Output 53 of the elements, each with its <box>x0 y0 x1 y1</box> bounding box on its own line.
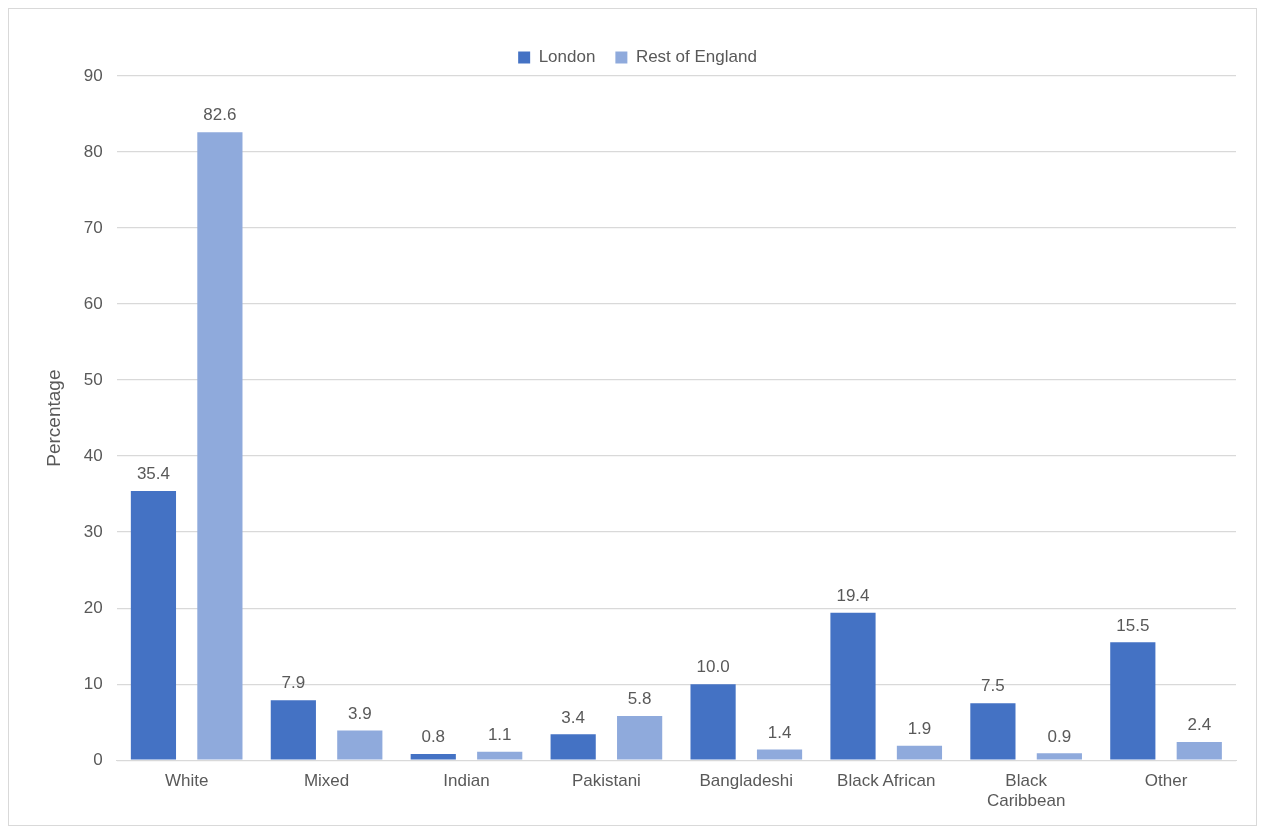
y-tick-label: 40 <box>83 445 103 465</box>
bar <box>690 684 736 760</box>
data-label: 7.9 <box>281 673 306 693</box>
x-tick-label: Pakistani <box>571 771 641 791</box>
data-label: 10.0 <box>696 657 730 677</box>
bar <box>896 745 943 760</box>
bar <box>617 716 663 760</box>
data-label: 15.5 <box>1116 615 1150 635</box>
y-tick-label: 80 <box>83 141 103 161</box>
data-label: 5.8 <box>627 689 652 709</box>
data-label: 82.6 <box>203 105 237 125</box>
y-tick-label: 50 <box>83 369 103 389</box>
data-label: 1.9 <box>907 718 932 738</box>
data-label: 3.4 <box>561 707 585 727</box>
legend-label: Rest of England <box>635 47 757 67</box>
bar <box>477 751 523 760</box>
x-tick-label: Black Caribbean <box>986 771 1066 811</box>
bar <box>970 703 1016 760</box>
data-label: 1.1 <box>487 725 512 745</box>
bar <box>410 754 456 760</box>
y-tick-label: 30 <box>83 521 103 541</box>
y-tick-label: 20 <box>83 597 103 617</box>
data-label: 7.5 <box>981 676 1005 696</box>
x-tick-label: Other <box>1144 771 1188 791</box>
bar <box>550 734 596 760</box>
data-label: 19.4 <box>836 585 870 605</box>
data-label: 1.4 <box>767 722 792 742</box>
data-label: 3.9 <box>347 703 372 723</box>
x-tick-label: Indian <box>443 771 490 791</box>
data-label: 2.4 <box>1187 715 1212 735</box>
x-tick-label: Mixed <box>303 771 350 791</box>
bar <box>197 132 243 760</box>
data-label: 35.4 <box>136 464 170 484</box>
bar <box>1176 741 1222 760</box>
y-tick-label: 70 <box>83 217 103 237</box>
x-tick-label: Black African <box>837 771 936 791</box>
x-tick-label: Bangladeshi <box>699 771 794 791</box>
legend-label: London <box>538 47 596 67</box>
y-tick-label: 60 <box>83 293 103 313</box>
bar <box>830 612 876 760</box>
data-label: 0.8 <box>421 727 446 747</box>
y-tick-label: 0 <box>93 749 103 769</box>
x-tick-label: White <box>164 771 209 791</box>
y-axis-title: Percentage <box>42 369 64 467</box>
bar <box>270 700 316 760</box>
y-tick-label: 90 <box>83 65 103 85</box>
bar <box>337 730 383 760</box>
bar <box>1036 753 1082 760</box>
bar <box>756 749 803 760</box>
bar <box>130 491 177 760</box>
y-tick-label: 10 <box>83 673 103 693</box>
bar <box>1110 642 1156 760</box>
data-label: 0.9 <box>1047 726 1072 746</box>
